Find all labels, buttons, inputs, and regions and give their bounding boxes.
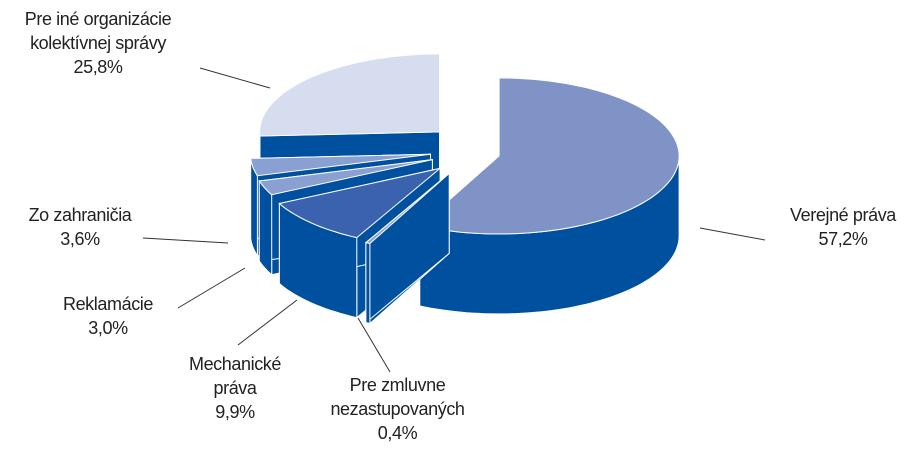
- slice-label: Reklamácie 3,0%: [45, 292, 171, 340]
- category-label: Zo zahraničia: [28, 205, 132, 225]
- leader-line: [199, 67, 271, 89]
- slice-label: Pre zmluvne nezastupovaných 0,4%: [320, 373, 475, 445]
- slice-label: Zo zahraničia 3,6%: [10, 203, 150, 251]
- leader-line: [142, 237, 229, 244]
- value-label: 57,2%: [818, 229, 868, 249]
- slice: [250, 153, 431, 177]
- leader-line: [699, 227, 766, 241]
- slice: [364, 173, 450, 245]
- category-label: Pre zmluvne nezastupovaných: [330, 375, 465, 419]
- leader-line: [357, 317, 391, 373]
- leader-line: [237, 299, 298, 346]
- category-label: Reklamácie: [62, 294, 154, 314]
- category-label: Pre iné organizácie kolektívnej správy: [24, 9, 172, 53]
- slice-side: [258, 179, 273, 276]
- slice: [259, 53, 441, 137]
- value-label: 3,0%: [88, 318, 128, 338]
- slice-label: Verejné práva 57,2%: [768, 203, 913, 251]
- leader-line: [177, 267, 246, 309]
- slice: [278, 167, 441, 239]
- value-label: 9,9%: [215, 402, 255, 422]
- slice: [258, 159, 433, 196]
- slice-label: Pre iné organizácie kolektívnej správy 25…: [0, 7, 196, 79]
- category-label: Mechanické práva: [188, 354, 282, 398]
- category-label: Verejné práva: [790, 205, 896, 225]
- slice: [418, 77, 680, 235]
- value-label: 25,8%: [73, 57, 123, 77]
- value-label: 0,4%: [377, 423, 418, 443]
- slice-label: Mechanické práva 9,9%: [175, 352, 295, 424]
- slice-side: [365, 241, 371, 325]
- value-label: 3,6%: [60, 229, 100, 249]
